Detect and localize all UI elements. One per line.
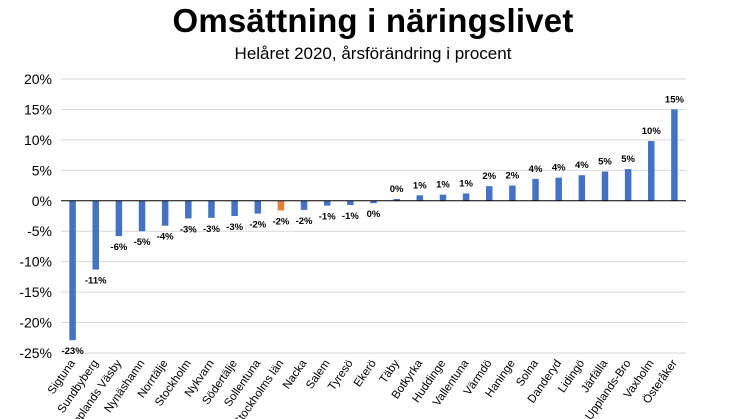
data-label: 4% <box>575 160 589 171</box>
bar <box>578 175 586 201</box>
bar <box>532 178 539 201</box>
data-label: 5% <box>621 154 635 165</box>
y-tick-label: 20% <box>24 71 52 87</box>
data-label: 2% <box>506 171 520 182</box>
data-label: -23% <box>61 346 84 357</box>
data-label: -6% <box>110 242 127 253</box>
bar <box>323 200 331 206</box>
y-tick-label: -25% <box>19 345 52 361</box>
bar <box>300 200 308 210</box>
bar <box>624 169 632 201</box>
x-tick-label: Ekerö <box>352 358 379 389</box>
data-label: -1% <box>319 212 336 223</box>
gridlines <box>61 78 686 354</box>
data-label: 5% <box>598 157 612 168</box>
data-label: 0% <box>390 184 404 195</box>
x-tick-label: Tyresö <box>326 358 356 393</box>
bar <box>231 200 238 216</box>
bar <box>208 200 215 218</box>
data-label: 4% <box>552 163 566 174</box>
bar <box>509 185 516 201</box>
bar <box>671 109 678 201</box>
bars <box>69 109 678 341</box>
data-label: -11% <box>85 276 107 287</box>
y-tick-label: 5% <box>32 162 52 178</box>
y-tick-label: 0% <box>32 193 52 209</box>
bar <box>555 177 562 201</box>
data-label: -2% <box>249 220 266 231</box>
y-tick-label: -5% <box>27 223 52 239</box>
data-label: 1% <box>436 180 450 191</box>
bar <box>254 200 262 214</box>
y-tick-label: -10% <box>19 254 52 270</box>
data-label: -3% <box>203 224 220 235</box>
data-label: 4% <box>529 164 543 175</box>
data-label: 2% <box>482 171 496 182</box>
bar <box>416 195 424 201</box>
bar <box>370 200 377 204</box>
data-label: -4% <box>157 232 174 243</box>
bar <box>347 200 354 206</box>
data-label: -5% <box>134 237 151 248</box>
bar <box>393 198 400 201</box>
bar <box>601 171 609 201</box>
bar <box>69 200 76 341</box>
bar <box>648 141 655 201</box>
chart-subtitle: Helåret 2020, årsförändring i procent <box>234 44 512 63</box>
data-label: -2% <box>296 216 313 227</box>
bar <box>185 200 192 219</box>
bar <box>277 200 285 211</box>
bar <box>462 193 470 201</box>
y-tick-label: -15% <box>19 284 52 300</box>
data-label: 15% <box>665 94 685 105</box>
bar <box>439 194 447 201</box>
data-label: -1% <box>342 211 359 222</box>
bar <box>92 200 99 270</box>
data-label: -3% <box>226 222 243 233</box>
y-tick-label: 10% <box>24 132 52 148</box>
bar <box>138 200 146 232</box>
data-label: -2% <box>272 217 289 228</box>
data-labels: -23% -11% -6% -5% -4% -3% -3% -3% -2% -2% -2% -1% -1… <box>61 94 684 357</box>
y-tick-label: -20% <box>19 315 52 331</box>
y-tick-label: 15% <box>24 101 52 117</box>
bar <box>115 200 123 237</box>
data-label: 0% <box>367 209 381 220</box>
y-axis-ticks: 20% 15% 10% 5% 0% -5% -10% -15% -20% -25% <box>19 71 52 361</box>
bar <box>161 200 169 226</box>
data-label: 10% <box>642 126 662 137</box>
chart-title: Omsättning i näringslivet <box>172 2 574 39</box>
bar <box>485 186 493 201</box>
data-label: -3% <box>180 224 197 235</box>
data-label: 1% <box>459 178 473 189</box>
data-label: 1% <box>413 180 427 191</box>
